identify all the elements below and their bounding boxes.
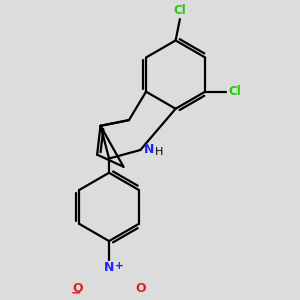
Text: N: N xyxy=(144,143,154,157)
Text: H: H xyxy=(155,147,164,157)
Text: Cl: Cl xyxy=(173,4,186,17)
Text: Cl: Cl xyxy=(228,85,241,98)
Text: +: + xyxy=(115,261,124,271)
Text: O: O xyxy=(136,282,146,295)
Text: N: N xyxy=(104,261,114,274)
Text: O: O xyxy=(72,282,83,295)
Text: −: − xyxy=(70,286,81,300)
